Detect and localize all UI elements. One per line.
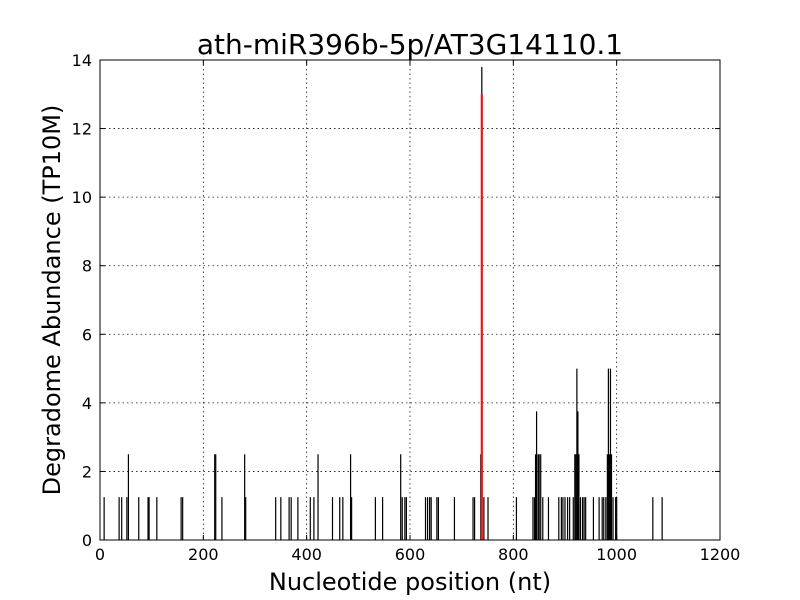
grid xyxy=(100,60,720,540)
y-tick-label: 14 xyxy=(72,51,92,70)
chart-title: ath-miR396b-5p/AT3G14110.1 xyxy=(197,28,623,61)
x-tick-label: 600 xyxy=(395,545,426,564)
y-tick-label: 8 xyxy=(82,257,92,276)
y-tick-label: 2 xyxy=(82,462,92,481)
y-tick-label: 0 xyxy=(82,531,92,550)
x-tick-label: 400 xyxy=(291,545,322,564)
y-tick-label: 4 xyxy=(82,394,92,413)
x-tick-label: 200 xyxy=(188,545,219,564)
bars xyxy=(103,66,663,540)
x-tick-label: 1200 xyxy=(700,545,741,564)
x-axis-title: Nucleotide position (nt) xyxy=(269,568,551,596)
axis-ticks: 0 200 400 600 800 1000 1200 0 2 4 6 8 10 12 14 xyxy=(72,51,741,564)
x-tick-label: 800 xyxy=(498,545,529,564)
y-tick-label: 6 xyxy=(82,325,92,344)
x-tick-label: 1000 xyxy=(596,545,637,564)
y-axis-title: Degradome Abundance (TP10M) xyxy=(38,105,66,496)
y-tick-label: 10 xyxy=(72,188,92,207)
y-tick-label: 12 xyxy=(72,120,92,139)
x-tick-label: 0 xyxy=(95,545,105,564)
